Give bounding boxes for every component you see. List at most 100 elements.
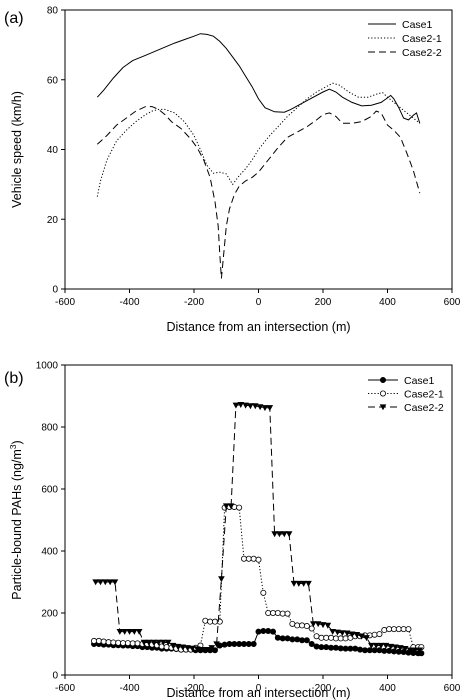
x-tick-label: -200: [184, 683, 204, 694]
y-tick-label: 60: [47, 75, 59, 86]
data-point: [358, 633, 365, 640]
y-tick-label: 80: [47, 6, 59, 17]
y-tick-label: 0: [52, 285, 58, 296]
legend-label: Case2-2: [404, 402, 444, 414]
data-point: [319, 622, 327, 629]
x-tick-label: -400: [119, 683, 139, 694]
data-point: [189, 645, 196, 652]
data-point: [372, 642, 380, 649]
panel-a-chart: -600 -400 -200 0 200 400 600 0 20 40 60 80 Distance …: [4, 6, 461, 335]
data-point: [169, 642, 177, 649]
x-tick-label: -200: [184, 297, 204, 308]
data-point: [363, 635, 370, 642]
data-point: [382, 642, 390, 649]
data-point: [401, 646, 409, 652]
data-point: [339, 630, 346, 637]
data-point: [218, 576, 225, 583]
legend-item: Case1: [368, 19, 433, 31]
data-point: [381, 627, 388, 634]
y-tick-label: 0: [52, 671, 58, 682]
data-point: [279, 610, 286, 617]
data-point: [392, 644, 399, 651]
data-point: [240, 555, 247, 562]
data-point: [290, 580, 298, 587]
data-point: [313, 633, 320, 640]
data-point: [395, 626, 402, 633]
data-point: [342, 635, 349, 642]
data-point: [91, 637, 98, 644]
data-point: [115, 639, 122, 646]
data-point: [111, 579, 119, 586]
series-case2-2: [96, 106, 421, 279]
x-axis-label: Distance from an intersection (m): [166, 320, 350, 334]
data-point: [274, 610, 281, 617]
data-point: [164, 639, 172, 646]
data-point: [213, 641, 220, 648]
data-point: [371, 631, 378, 638]
data-point: [193, 646, 201, 653]
data-point: [145, 639, 153, 646]
data-point: [250, 640, 257, 647]
data-point: [140, 639, 148, 646]
data-point: [300, 580, 307, 587]
data-point: [242, 402, 249, 409]
data-point: [105, 639, 112, 646]
data-point: [92, 579, 99, 586]
data-point: [211, 618, 218, 625]
data-point: [247, 403, 254, 410]
y-axis-label: Particle-bound PAHs (ng/m3): [8, 440, 24, 599]
legend-label: Case1: [402, 19, 433, 31]
data-point: [237, 402, 245, 408]
data-point: [126, 628, 133, 635]
data-point: [221, 641, 228, 648]
series-case2-1: [96, 82, 421, 197]
data-point: [256, 404, 264, 411]
data-point: [236, 504, 243, 511]
data-point: [100, 638, 107, 645]
legend-label: Case2-1: [402, 33, 442, 45]
data-point: [324, 622, 332, 629]
data-point: [150, 639, 157, 646]
data-point: [295, 580, 303, 587]
data-point: [251, 403, 259, 410]
data-point: [348, 631, 356, 638]
data-point: [160, 639, 167, 646]
x-tick-label: 600: [444, 297, 461, 308]
data-point: [294, 622, 301, 629]
legend-item: Case2-1: [368, 388, 444, 400]
series-line: [96, 82, 421, 197]
data-point: [337, 635, 344, 642]
data-point: [250, 555, 257, 562]
data-point: [416, 647, 424, 654]
data-point: [155, 639, 162, 646]
data-point: [289, 620, 296, 627]
data-point: [270, 628, 277, 635]
legend-item: Case2-2: [368, 402, 444, 414]
data-point: [208, 645, 216, 652]
data-point: [353, 632, 361, 638]
data-point: [303, 623, 310, 630]
x-tick-label: -400: [119, 297, 139, 308]
data-point: [266, 405, 274, 412]
x-tick-label: 0: [256, 683, 262, 694]
legend-item: Case1: [368, 375, 435, 387]
x-tick-label: 0: [256, 297, 262, 308]
data-point: [284, 635, 291, 642]
data-point: [106, 579, 114, 586]
data-point: [387, 643, 395, 650]
y-tick-label: 600: [41, 485, 58, 496]
data-point: [274, 634, 281, 641]
data-point: [95, 637, 102, 644]
data-point: [332, 644, 339, 651]
data-point: [310, 621, 317, 628]
legend-marker: [379, 404, 387, 411]
data-point: [265, 610, 272, 617]
data-point: [245, 555, 252, 562]
y-tick-label: 400: [41, 547, 58, 558]
data-point: [285, 531, 293, 538]
data-point: [179, 644, 187, 651]
data-point: [411, 647, 419, 654]
data-point: [400, 626, 407, 633]
legend-marker: [379, 390, 386, 397]
